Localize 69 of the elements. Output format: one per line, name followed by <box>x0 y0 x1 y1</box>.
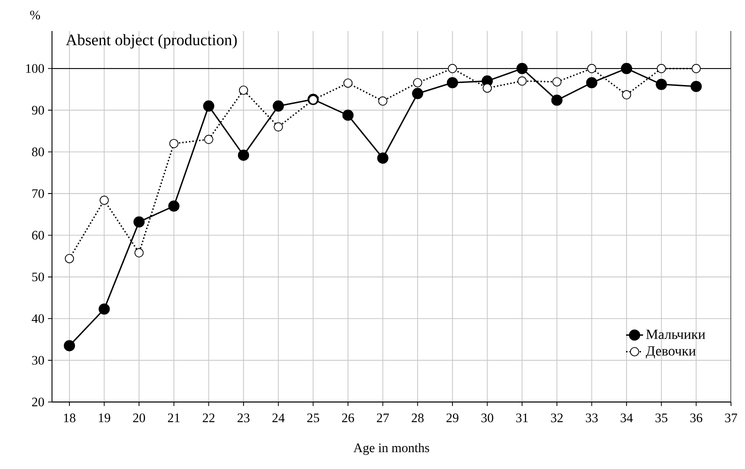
point <box>98 303 110 315</box>
x-tick-label: 32 <box>551 414 563 422</box>
point <box>133 216 145 228</box>
point <box>656 64 666 74</box>
x-tick-label: 23 <box>238 414 250 422</box>
point <box>204 134 214 144</box>
x-tick-label: 36 <box>690 414 702 422</box>
y-tick-label: 20 <box>32 398 44 406</box>
x-tick-label: 24 <box>272 414 285 422</box>
point <box>622 90 632 100</box>
x-tick-label: 18 <box>64 414 76 422</box>
point <box>342 110 354 121</box>
y-tick-label: 100 <box>26 64 44 73</box>
x-tick-label: 29 <box>446 414 458 422</box>
point <box>413 78 422 88</box>
point <box>64 254 74 264</box>
x-tick-label: 35 <box>656 414 668 422</box>
y-tick-label: 30 <box>32 356 44 365</box>
legend-label: Мальчики <box>646 330 706 340</box>
point <box>620 62 632 74</box>
point <box>656 78 667 90</box>
point <box>482 84 492 93</box>
point <box>587 64 596 74</box>
point <box>168 200 180 212</box>
legend-label: Девочки <box>646 346 696 358</box>
chart-title: Absent object (production) <box>66 34 237 49</box>
y-tick-label: 50 <box>32 272 44 282</box>
point <box>272 100 284 112</box>
point <box>274 122 283 132</box>
point <box>378 96 388 106</box>
point <box>134 248 144 258</box>
point <box>412 88 424 100</box>
point <box>692 64 701 74</box>
y-tick-label: 60 <box>32 230 44 240</box>
x-tick-label: 21 <box>168 414 180 422</box>
point <box>377 152 388 164</box>
x-tick-label: 37 <box>725 414 738 422</box>
point <box>552 77 562 86</box>
point <box>551 94 562 106</box>
y-axis-title: % <box>30 10 40 20</box>
x-tick-label: 28 <box>412 414 424 422</box>
x-axis-title: Age in months <box>353 443 430 455</box>
y-tick-label: 80 <box>32 148 44 156</box>
point <box>64 340 76 352</box>
point <box>446 77 458 88</box>
point <box>448 64 458 74</box>
x-tick-label: 20 <box>133 414 146 422</box>
x-tick-label: 33 <box>586 414 598 422</box>
point <box>238 150 250 161</box>
point <box>517 76 527 86</box>
x-tick-label: 19 <box>98 414 110 422</box>
x-tick-label: 27 <box>376 414 389 422</box>
x-tick-label: 22 <box>202 414 214 422</box>
point <box>690 80 702 92</box>
x-tick-label: 25 <box>307 414 320 422</box>
point <box>100 196 109 205</box>
y-tick-label: 90 <box>32 106 44 115</box>
x-tick-label: 34 <box>620 414 633 422</box>
point <box>169 138 178 148</box>
x-tick-label: 26 <box>342 414 354 422</box>
y-tick-label: 70 <box>32 189 44 198</box>
point <box>516 62 528 74</box>
point <box>586 77 598 88</box>
point <box>343 78 353 88</box>
x-tick-label: 30 <box>481 414 494 422</box>
point <box>238 86 248 95</box>
point <box>203 100 214 112</box>
x-tick-label: 31 <box>516 414 528 422</box>
y-tick-label: 40 <box>32 314 44 323</box>
